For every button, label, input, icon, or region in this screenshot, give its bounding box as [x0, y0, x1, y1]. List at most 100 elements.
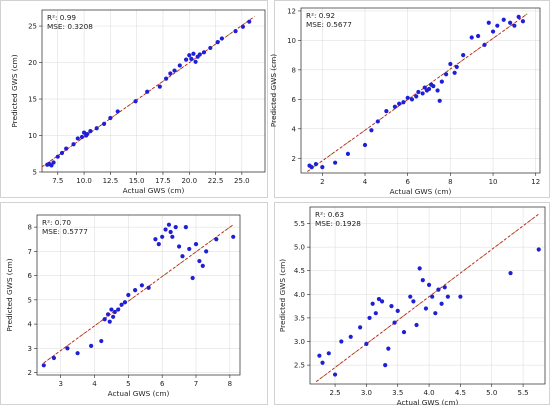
- metric-annotation: MSE: 0.5677: [306, 20, 352, 29]
- data-point: [173, 225, 178, 230]
- x-tick-label: 4: [363, 178, 368, 186]
- x-tick-label: 3: [58, 380, 62, 388]
- data-point: [501, 17, 506, 22]
- data-point: [214, 237, 219, 242]
- y-tick-label: 20: [28, 59, 37, 67]
- data-point: [240, 24, 246, 29]
- x-axis-label: Actual GWS (cm): [397, 398, 459, 405]
- data-point: [439, 301, 444, 306]
- y-tick-label: 6: [292, 96, 297, 104]
- data-point: [166, 222, 172, 227]
- x-tick-label: 10: [489, 178, 498, 186]
- data-point: [476, 33, 481, 39]
- panel-3: 3 4 5 6 7 8 2 3 4 5 6 7 8 Actual GWS (cm) Predicted GW…: [0, 202, 268, 405]
- data-point: [370, 301, 375, 306]
- data-point: [183, 225, 188, 230]
- data-point: [109, 307, 114, 312]
- y-tick-label: 3.0: [294, 338, 305, 346]
- x-tick-label: 5: [126, 380, 130, 388]
- x-tick-label: 6: [160, 380, 165, 388]
- x-tick-label: 10.0: [76, 177, 92, 185]
- data-point: [105, 312, 111, 317]
- data-point: [317, 353, 322, 358]
- data-point: [414, 322, 419, 328]
- data-point: [439, 79, 444, 84]
- data-point: [164, 76, 169, 81]
- data-point: [508, 20, 513, 25]
- plot-area: [41, 9, 266, 173]
- data-point: [94, 126, 99, 131]
- data-point: [156, 241, 161, 247]
- data-point: [170, 234, 175, 239]
- grid: [37, 215, 240, 375]
- y-tick-label: 3: [28, 345, 32, 353]
- y-axis-label: Predicted GWS (cm): [278, 259, 287, 332]
- data-point: [133, 99, 138, 104]
- x-tick-label: 20.0: [181, 177, 197, 185]
- data-point: [375, 119, 380, 124]
- data-point: [445, 294, 450, 299]
- data-point: [520, 19, 526, 24]
- data-point: [115, 109, 120, 114]
- data-point: [219, 36, 224, 41]
- x-tick-label: 6: [405, 178, 410, 186]
- data-point: [193, 59, 198, 64]
- y-tick-label: 8: [28, 224, 32, 232]
- x-tick-label: 5.5: [517, 389, 528, 397]
- data-point: [444, 72, 449, 77]
- data-point: [168, 229, 173, 235]
- data-point: [247, 19, 252, 24]
- y-tick-label: 4: [292, 125, 297, 133]
- data-point: [111, 314, 116, 319]
- x-tick-label: 2: [320, 178, 324, 186]
- y-tick-label: 10: [287, 37, 296, 45]
- data-point: [395, 308, 400, 313]
- y-tick-label: 4: [28, 321, 33, 329]
- data-point: [51, 355, 57, 361]
- data-point: [326, 351, 331, 356]
- x-tick-label: 17.5: [155, 177, 171, 185]
- data-point: [417, 266, 422, 271]
- panel-2: 2 4 6 8 10 12 2 4 6 8 10 12 Actual GWS (cm) Predicted…: [269, 0, 550, 198]
- y-tick-label: 4.5: [294, 267, 305, 275]
- x-axis-label: Actual GWS (cm): [108, 389, 170, 398]
- data-point: [482, 42, 487, 47]
- y-tick-label: 8: [292, 66, 296, 74]
- data-point: [101, 121, 107, 126]
- panel-1: 7.5 10.0 12.5 15.0 17.5 20.0 22.5 25.0 5 10 15 20 25…: [0, 0, 268, 198]
- data-point: [397, 101, 402, 106]
- data-point: [191, 51, 196, 56]
- data-point: [320, 360, 325, 365]
- data-point: [112, 309, 117, 315]
- data-point: [508, 270, 513, 276]
- data-point: [59, 150, 65, 156]
- metric-annotation: R²: 0.92: [306, 11, 335, 20]
- data-point: [163, 227, 168, 232]
- data-point: [383, 363, 388, 368]
- data-points: [307, 14, 526, 170]
- data-point: [177, 244, 182, 249]
- y-tick-label: 2: [292, 155, 296, 163]
- data-point: [313, 162, 319, 167]
- data-point: [122, 300, 128, 305]
- data-point: [85, 131, 90, 137]
- data-point: [41, 363, 46, 368]
- data-point: [193, 241, 199, 247]
- y-tick-label: 25: [28, 23, 37, 31]
- data-point: [486, 20, 491, 25]
- fit-line: [315, 213, 540, 382]
- y-tick-label: 3.5: [294, 314, 305, 322]
- data-point: [333, 160, 338, 165]
- data-point: [536, 247, 541, 252]
- data-point: [364, 341, 369, 346]
- x-tick-label: 4.0: [423, 389, 434, 397]
- data-point: [414, 94, 419, 99]
- data-point: [126, 292, 131, 298]
- data-point: [197, 258, 202, 264]
- data-point: [187, 53, 192, 58]
- data-point: [426, 86, 432, 92]
- data-point: [332, 372, 338, 377]
- data-points: [317, 247, 541, 377]
- data-point: [373, 311, 378, 316]
- data-point: [79, 134, 85, 140]
